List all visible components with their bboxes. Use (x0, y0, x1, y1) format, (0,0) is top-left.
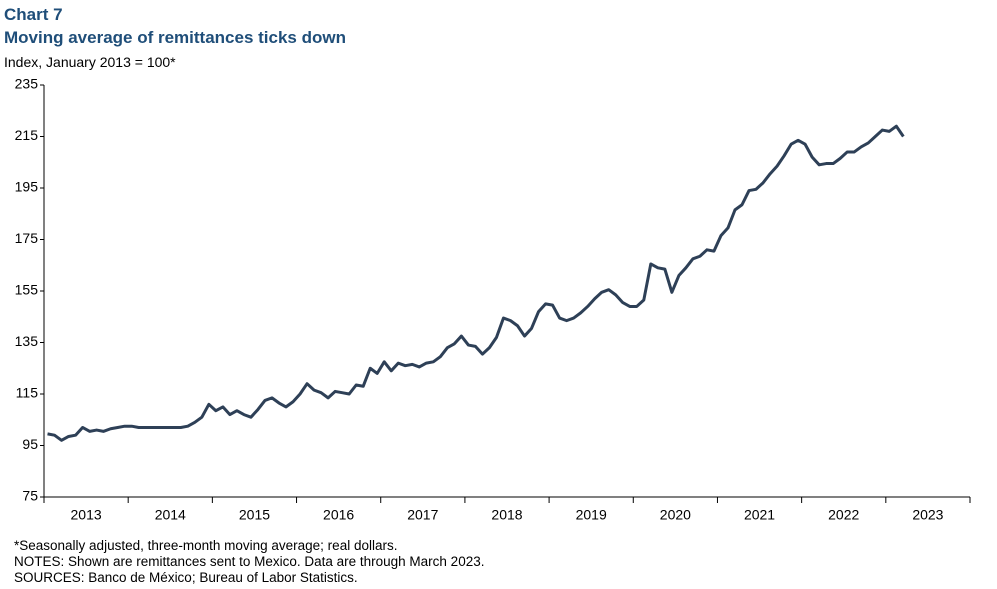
note: SOURCES: Banco de México; Bureau of Labo… (14, 570, 358, 585)
y-tick-label: 195 (15, 179, 39, 195)
y-tick-label: 235 (15, 76, 39, 92)
note: NOTES: Shown are remittances sent to Mex… (14, 554, 484, 569)
y-tick-label: 75 (22, 488, 38, 504)
x-tick-label: 2018 (491, 507, 522, 523)
chart-title: Chart 7 (4, 5, 63, 24)
y-tick-label: 95 (22, 436, 38, 452)
x-tick-label: 2016 (323, 507, 354, 523)
x-tick-label: 2015 (239, 507, 270, 523)
line-series (47, 124, 905, 442)
y-tick-label: 215 (15, 127, 39, 143)
x-tick-label: 2020 (660, 507, 691, 523)
x-tick-label: 2019 (576, 507, 607, 523)
chart-subtitle: Moving average of remittances ticks down (4, 28, 346, 47)
x-tick-label: 2021 (744, 507, 775, 523)
y-tick-label: 135 (15, 333, 39, 349)
y-axis-label: Index, January 2013 = 100* (4, 54, 176, 70)
x-tick-label: 2023 (912, 507, 943, 523)
note: *Seasonally adjusted, three-month moving… (14, 538, 397, 553)
y-tick-label: 155 (15, 282, 39, 298)
x-tick-label: 2013 (71, 507, 102, 523)
y-tick-label: 115 (16, 385, 39, 401)
x-tick-label: 2014 (155, 507, 186, 523)
x-tick-label: 2022 (828, 507, 859, 523)
y-tick-label: 175 (15, 230, 39, 246)
x-tick-label: 2017 (407, 507, 438, 523)
